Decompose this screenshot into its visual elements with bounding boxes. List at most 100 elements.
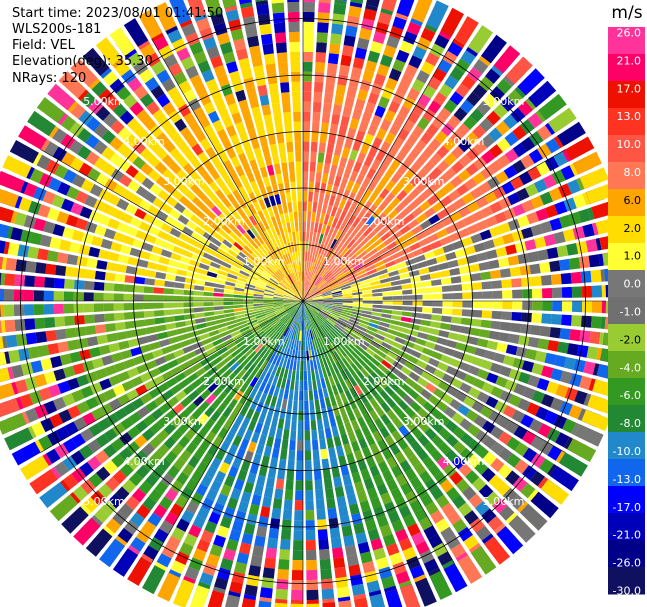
- velocity-gate: [170, 480, 184, 494]
- velocity-gate: [310, 241, 315, 253]
- velocity-gate: [309, 340, 314, 351]
- velocity-gate: [81, 232, 94, 245]
- velocity-gate: [341, 234, 350, 244]
- velocity-gate: [537, 423, 552, 438]
- velocity-gate: [323, 92, 334, 104]
- velocity-gate: [428, 138, 442, 152]
- velocity-gate: [232, 189, 242, 201]
- velocity-gate: [449, 324, 461, 333]
- velocity-gate: [153, 302, 164, 309]
- velocity-gate: [432, 307, 443, 314]
- velocity-gate: [324, 235, 331, 247]
- velocity-gate: [386, 456, 398, 469]
- velocity-gate: [336, 256, 345, 266]
- velocity-gate: [365, 4, 378, 12]
- velocity-gate: [476, 252, 488, 262]
- velocity-gate: [197, 151, 209, 164]
- velocity-gate: [278, 357, 285, 368]
- velocity-gate: [268, 426, 277, 438]
- velocity-gate: [39, 482, 68, 509]
- velocity-gate: [291, 81, 301, 92]
- velocity-gate: [102, 162, 116, 177]
- velocity-gate: [440, 277, 452, 285]
- velocity-gate: [563, 436, 573, 450]
- velocity-gate: [24, 318, 36, 331]
- velocity-gate: [439, 269, 451, 278]
- velocity-gate: [189, 41, 204, 56]
- velocity-gate: [83, 292, 94, 301]
- velocity-gate: [88, 78, 101, 90]
- velocity-gate: [345, 544, 357, 557]
- velocity-gate: [261, 424, 270, 436]
- velocity-gate: [193, 50, 208, 65]
- velocity-gate: [253, 201, 262, 213]
- velocity-gate: [507, 89, 523, 105]
- velocity-gate: [253, 293, 264, 297]
- velocity-gate: [367, 92, 380, 105]
- velocity-gate: [305, 500, 314, 511]
- velocity-gate: [591, 301, 603, 313]
- velocity-gate: [357, 416, 367, 428]
- velocity-gate: [152, 197, 165, 209]
- velocity-gate: [512, 289, 523, 299]
- velocity-gate: [95, 466, 111, 482]
- velocity-gate: [226, 193, 237, 205]
- velocity-gate: [47, 207, 60, 221]
- velocity-gate: [318, 266, 325, 276]
- range-ring-label: 3.00km: [403, 175, 445, 188]
- velocity-gate: [249, 339, 259, 348]
- velocity-gate: [340, 332, 350, 341]
- velocity-gate: [353, 593, 366, 600]
- velocity-gate: [477, 368, 490, 380]
- velocity-gate: [275, 246, 283, 257]
- velocity-gate: [370, 280, 381, 286]
- velocity-gate: [143, 414, 156, 427]
- velocity-gate: [499, 505, 515, 521]
- velocity-gate: [250, 399, 259, 411]
- velocity-gate: [325, 184, 333, 195]
- velocity-gate: [295, 271, 299, 282]
- velocity-gate: [219, 461, 230, 475]
- velocity-gate: [316, 162, 324, 173]
- velocity-gate: [487, 515, 504, 532]
- velocity-gate: [459, 382, 472, 394]
- velocity-gate: [297, 251, 301, 262]
- velocity-gate: [348, 318, 359, 325]
- velocity-gate: [284, 264, 291, 275]
- velocity-gate: [118, 340, 130, 350]
- velocity-gate: [417, 434, 430, 447]
- velocity-gate: [388, 381, 400, 392]
- velocity-gate: [310, 288, 319, 295]
- velocity-gate: [113, 303, 124, 311]
- velocity-gate: [263, 197, 271, 208]
- velocity-gate: [165, 273, 176, 281]
- velocity-gate: [521, 227, 534, 239]
- velocity-gate: [539, 440, 554, 456]
- velocity-gate: [191, 434, 204, 447]
- velocity-gate: [180, 339, 192, 348]
- velocity-gate: [225, 235, 236, 245]
- velocity-gate: [370, 538, 384, 551]
- velocity-gate: [276, 579, 289, 590]
- velocity-gate: [4, 273, 16, 286]
- velocity-gate: [213, 534, 226, 548]
- velocity-gate: [422, 294, 433, 300]
- velocity-gate: [446, 365, 458, 377]
- velocity-gate: [508, 333, 520, 344]
- velocity-gate: [331, 308, 342, 313]
- velocity-gate: [348, 276, 359, 283]
- velocity-gate: [171, 527, 186, 541]
- velocity-gate: [311, 211, 316, 223]
- velocity-gate: [259, 274, 270, 282]
- velocity-gate: [287, 202, 293, 213]
- velocity-gate: [465, 46, 479, 57]
- velocity-gate: [541, 393, 555, 408]
- velocity-gate: [314, 399, 321, 410]
- velocity-gate: [84, 269, 96, 280]
- velocity-gate: [303, 111, 311, 122]
- velocity-gate: [351, 311, 362, 316]
- velocity-gate: [325, 319, 334, 328]
- velocity-gate: [426, 257, 438, 266]
- velocity-gate: [328, 316, 338, 323]
- velocity-gate: [336, 336, 346, 345]
